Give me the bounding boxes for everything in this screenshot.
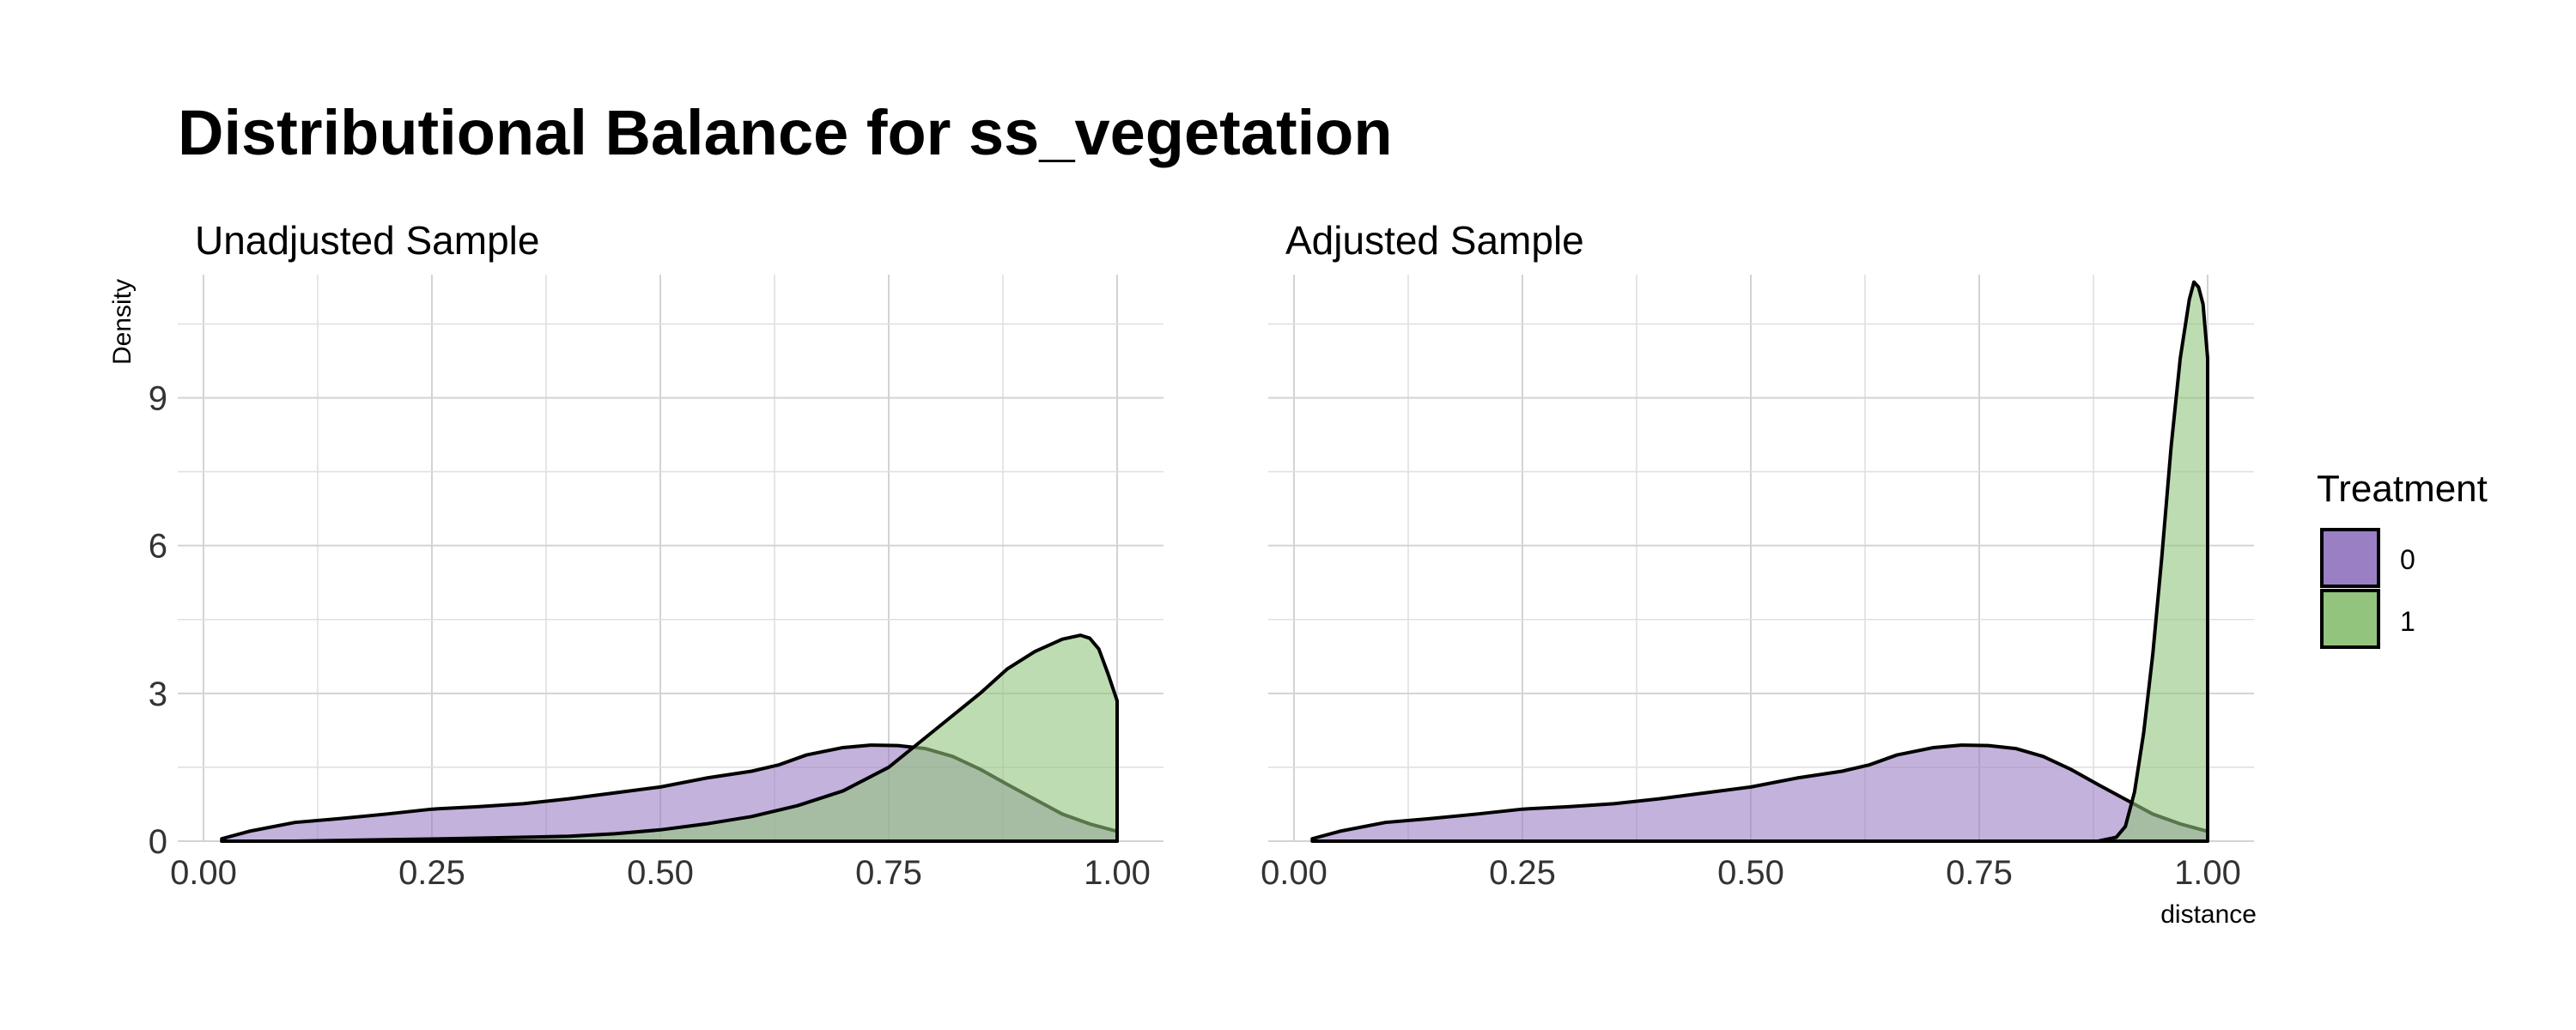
legend-swatch-0	[2320, 528, 2380, 588]
y-tick-labels-unadjusted: 0 3 6 9	[149, 379, 167, 861]
x-tick-label: 0.00	[1261, 854, 1327, 892]
legend-label-1: 1	[2400, 606, 2415, 637]
gridlines-adjusted	[1268, 275, 2254, 842]
x-tick-label: 0.25	[398, 854, 465, 892]
density-area-treatment-0	[1310, 743, 2209, 843]
legend-title: Treatment	[2317, 468, 2488, 510]
x-tick-labels-adjusted: 0.00 0.25 0.50 0.75 1.00	[1261, 854, 2241, 892]
density-areas-unadjusted	[220, 633, 1119, 843]
x-axis-title: distance	[2160, 900, 2257, 929]
density-areas-adjusted	[1310, 280, 2209, 843]
y-tick-label: 9	[149, 379, 167, 417]
density-area-treatment-1	[2096, 280, 2209, 843]
panel-subtitle-adjusted: Adjusted Sample	[1285, 218, 1584, 263]
panel-unadjusted: Unadjusted Sample Density 0.00 0.25 0.50 0.…	[108, 218, 1163, 892]
panel-subtitle-unadjusted: Unadjusted Sample	[195, 218, 539, 263]
legend: Treatment 0 1	[2317, 468, 2488, 649]
x-tick-label: 1.00	[2174, 854, 2241, 892]
density-area-treatment-1	[220, 633, 1119, 843]
panel-adjusted: Adjusted Sample 0.00 0.25 0.50 0.75 1.00 dis…	[1261, 218, 2257, 929]
x-tick-label: 0.75	[855, 854, 922, 892]
x-tick-label: 0.25	[1489, 854, 1556, 892]
y-tick-label: 3	[149, 676, 167, 713]
legend-label-0: 0	[2400, 544, 2415, 575]
chart-title: Distributional Balance for ss_vegetation	[178, 97, 1393, 168]
x-tick-label: 0.75	[1946, 854, 2013, 892]
x-tick-label: 1.00	[1084, 854, 1151, 892]
legend-swatch-1	[2320, 589, 2380, 649]
y-tick-label: 6	[149, 528, 167, 566]
x-tick-label: 0.00	[170, 854, 237, 892]
x-tick-labels-unadjusted: 0.00 0.25 0.50 0.75 1.00	[170, 854, 1151, 892]
x-tick-label: 0.50	[1717, 854, 1784, 892]
x-tick-label: 0.50	[627, 854, 694, 892]
y-tick-label: 0	[149, 823, 167, 861]
y-axis-title: Density	[108, 279, 137, 365]
